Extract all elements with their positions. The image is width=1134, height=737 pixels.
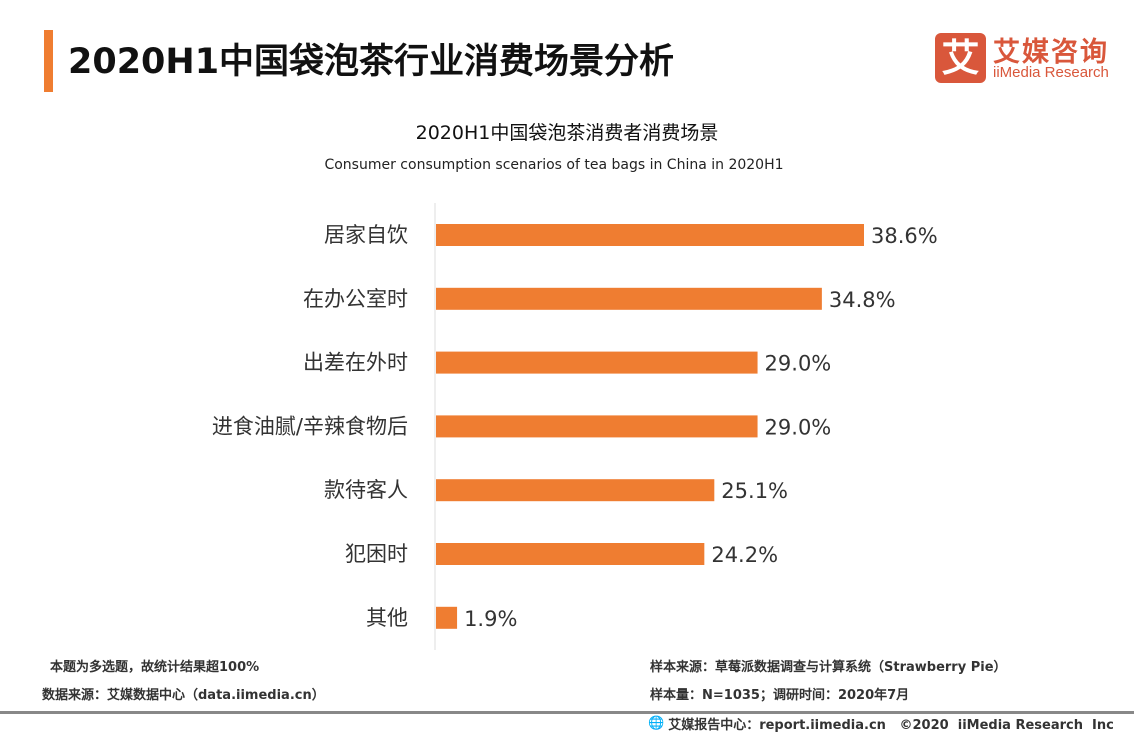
sample-source: 样本来源：草莓派数据调查与计算系统（Strawberry Pie） (650, 660, 1007, 675)
logo-text-cn: 艾媒咨询 (993, 37, 1109, 68)
logo-text-en: iiMedia Research (993, 64, 1109, 81)
bar (436, 287, 822, 310)
bar (436, 351, 758, 374)
category-label: 犯困时 (345, 542, 408, 566)
data-source: 数据来源：艾媒数据中心（data.iimedia.cn） (42, 688, 325, 703)
title-accent-bar (44, 30, 53, 92)
footnote-multi-choice: 本题为多选题，故统计结果超100% (50, 660, 260, 675)
data-label: 1.9% (464, 607, 517, 631)
bar (436, 479, 715, 502)
logo-mark: 艾 (935, 33, 986, 83)
bar (436, 415, 758, 438)
category-label: 其他 (366, 606, 408, 630)
data-label: 29.0% (765, 352, 832, 376)
data-label: 34.8% (829, 288, 896, 312)
bar (436, 543, 705, 565)
data-label: 24.2% (711, 543, 778, 567)
copyright: 艾媒报告中心：report.iimedia.cn ©2020 iiMedia R… (668, 718, 1114, 733)
chart-title: 2020H1中国袋泡茶消费者消费场景 (415, 122, 719, 144)
sample-size: 样本量：N=1035；调研时间：2020年7月 (650, 688, 910, 703)
globe-icon: 🌐 (648, 716, 665, 731)
page-title: 2020H1中国袋泡茶行业消费场景分析 (68, 42, 675, 82)
chart-subtitle: Consumer consumption scenarios of tea ba… (324, 157, 784, 173)
category-label: 款待客人 (324, 478, 408, 502)
data-label: 29.0% (765, 415, 832, 439)
category-label: 居家自饮 (324, 223, 408, 247)
category-label: 在办公室时 (303, 287, 408, 311)
data-label: 25.1% (721, 479, 788, 503)
category-label: 出差在外时 (303, 351, 408, 375)
bar (436, 224, 864, 246)
footer-divider (0, 711, 1134, 714)
data-label: 38.6% (871, 224, 938, 248)
bar (436, 606, 458, 629)
category-label: 进食油腻/辛辣食物后 (212, 414, 408, 438)
